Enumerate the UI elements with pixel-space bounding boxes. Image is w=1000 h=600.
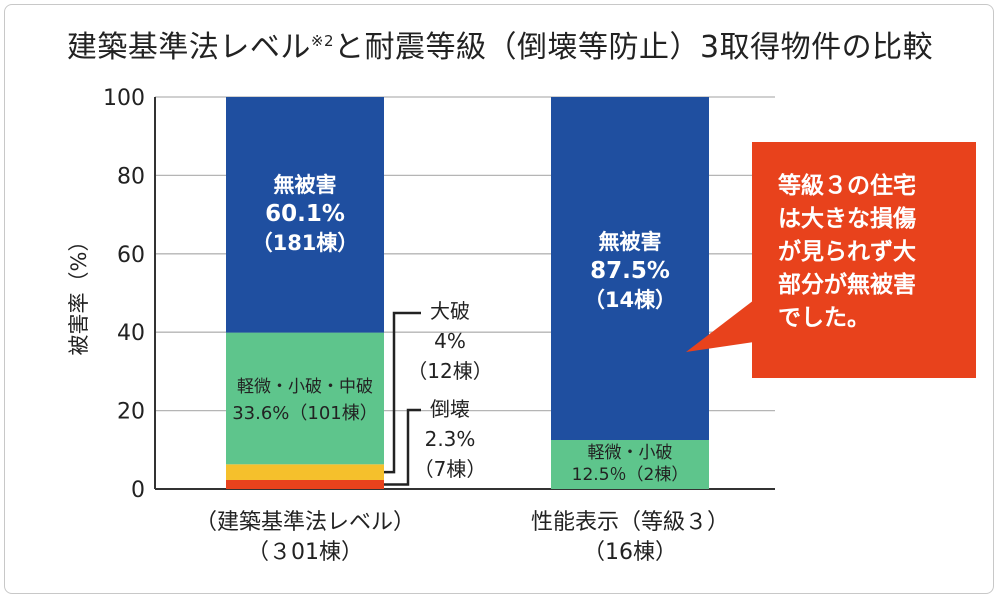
y-tick-label: 100	[103, 86, 145, 111]
title-rest: と耐震等級（倒壊等防止）3取得物件の比較	[334, 30, 934, 65]
x-category-label: （建築基準法レベル）	[195, 510, 415, 535]
y-tick-label: 60	[117, 243, 145, 268]
bar-minor-2	[551, 440, 709, 489]
chart-title: 建築基準法レベル※2と耐震等級（倒壊等防止）3取得物件の比較	[0, 22, 1000, 66]
bar1-minor-label: 軽微・小破・中破	[237, 377, 373, 397]
bar2-minor-value: 12.5％（2棟）	[572, 465, 689, 485]
y-axis-label: 被害率（%）	[67, 231, 91, 356]
bar2-minor-label: 軽微・小破	[588, 443, 673, 463]
callout-box: 等級３の住宅 は大きな損傷 が見られず大 部分が無被害 でした。	[752, 142, 976, 378]
bar-collapse-1	[226, 479, 384, 489]
y-tick-label: 80	[117, 164, 145, 189]
y-tick-label: 0	[131, 478, 145, 503]
y-tick-label: 40	[117, 321, 145, 346]
bar1-none-count: （181棟）	[252, 231, 359, 255]
x-category-label: 性能表示（等級３）	[531, 510, 729, 535]
x-category-count: （16棟）	[583, 540, 677, 565]
x-category-count: （３01棟）	[247, 540, 363, 565]
bar1-none-percent: 60.1%	[265, 201, 345, 227]
title-main: 建築基準法レベル	[66, 30, 311, 65]
title-footnote-mark: ※2	[310, 32, 335, 50]
bar2-none-percent: 87.5%	[590, 258, 670, 284]
bar-minor-1	[226, 332, 384, 465]
y-tick-label: 20	[117, 400, 145, 425]
leader-line-major	[384, 311, 421, 474]
bar-none-2	[551, 97, 709, 440]
leader-line-collapse	[384, 408, 421, 486]
bar-major-1	[226, 464, 384, 480]
collapse-percent: 2.3%	[425, 427, 476, 451]
major-damage-percent: 4%	[434, 329, 466, 353]
bar2-none-count: （14棟）	[584, 288, 676, 312]
bar-none-1	[226, 97, 384, 333]
bar2-none-label: 無被害	[599, 230, 662, 254]
bar1-none-label: 無被害	[274, 173, 337, 197]
major-damage-count: （12棟）	[407, 359, 492, 383]
collapse-label: 倒壊	[430, 397, 470, 421]
major-damage-label: 大破	[430, 299, 470, 323]
bar1-minor-value: 33.6%（101棟）	[232, 403, 378, 424]
callout-pointer	[686, 300, 754, 352]
collapse-count: （7棟）	[414, 457, 487, 481]
